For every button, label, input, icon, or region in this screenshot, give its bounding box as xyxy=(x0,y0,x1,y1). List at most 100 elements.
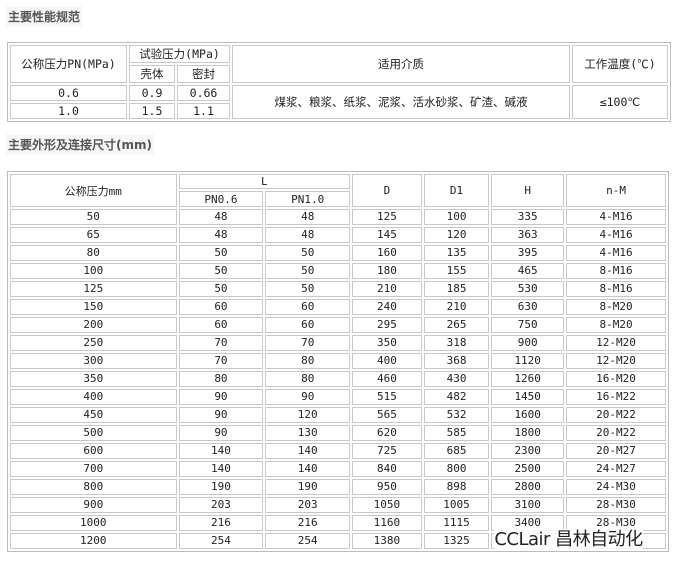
table-row: 0.6 0.9 0.66 煤浆、粮浆、纸浆、泥浆、活水砂浆、矿渣、碱液 ≤100… xyxy=(10,85,668,119)
cell-l-pn10: 80 xyxy=(265,371,351,387)
cell-l-pn10: 130 xyxy=(265,425,351,441)
header-nM: n-M xyxy=(566,174,666,207)
cell-l-pn10: 60 xyxy=(265,299,351,315)
cell-n-m: 16-M22 xyxy=(566,389,666,405)
cell-d1: 368 xyxy=(423,353,490,369)
cell-d: 350 xyxy=(352,335,422,351)
cell-h: 3100 xyxy=(491,497,565,513)
cell-n-m: 28-M30 xyxy=(566,497,666,513)
cell-d1: 585 xyxy=(423,425,490,441)
cell-medium: 煤浆、粮浆、纸浆、泥浆、活水砂浆、矿渣、碱液 xyxy=(232,85,570,119)
cell-l-pn06: 60 xyxy=(178,317,264,333)
cell-d: 160 xyxy=(352,245,422,261)
cell-dn: 450 xyxy=(10,407,177,423)
cell-h: 750 xyxy=(491,317,565,333)
cell-l-pn10: 60 xyxy=(265,317,351,333)
cell-l-pn06: 90 xyxy=(178,425,264,441)
cell-d1: 482 xyxy=(423,389,490,405)
cell-n-m: 8-M20 xyxy=(566,299,666,315)
cell-n-m: 12-M20 xyxy=(566,335,666,351)
cell-dn: 250 xyxy=(10,335,177,351)
cell-h: 335 xyxy=(491,209,565,225)
header-L: L xyxy=(178,174,351,189)
dimensions-table: 公称压力mm L D D1 H n-M PN0.6 PN1.0 50 48 48 12… xyxy=(7,171,669,552)
dimensions-title: 主要外形及连接尺寸(mm) xyxy=(6,134,154,155)
header-test-pressure: 试验压力(MPa) xyxy=(129,45,230,63)
cell-l-pn06: 254 xyxy=(178,533,264,549)
cell-l-pn10: 48 xyxy=(265,227,351,243)
table-row: 300 70 80 400 368 1120 12-M20 xyxy=(10,353,666,369)
header-temp: 工作温度(℃) xyxy=(572,45,668,83)
cell-l-pn10: 216 xyxy=(265,515,351,531)
cell-n-m: 24-M30 xyxy=(566,479,666,495)
cell-d: 240 xyxy=(352,299,422,315)
cell-l-pn06: 216 xyxy=(178,515,264,531)
cell-dn: 800 xyxy=(10,479,177,495)
cell-l-pn10: 50 xyxy=(265,281,351,297)
spec-title: 主要性能规范 xyxy=(6,6,83,27)
cell-l-pn06: 48 xyxy=(178,209,264,225)
cell-n-m: 8-M16 xyxy=(566,263,666,279)
cell-l-pn06: 70 xyxy=(178,353,264,369)
header-D: D xyxy=(352,174,422,207)
cell-n-m: 4-M16 xyxy=(566,245,666,261)
cell-l-pn10: 50 xyxy=(265,263,351,279)
cell-temp: ≤100℃ xyxy=(572,85,668,119)
cell-n-m: 16-M20 xyxy=(566,371,666,387)
cell-d: 1050 xyxy=(352,497,422,513)
cell-n-m: 8-M20 xyxy=(566,317,666,333)
cell-l-pn06: 90 xyxy=(178,389,264,405)
cell-h: 2300 xyxy=(491,443,565,459)
cell-d: 515 xyxy=(352,389,422,405)
cell-h: 630 xyxy=(491,299,565,315)
header-pn: 公称压力PN(MPa) xyxy=(10,45,127,83)
cell-n-m: 8-M16 xyxy=(566,281,666,297)
cell-dn: 700 xyxy=(10,461,177,477)
table-row: 1200 254 254 1380 1325 CCLair 昌林自动化 xyxy=(10,529,666,551)
cell-n-m: 20-M22 xyxy=(566,407,666,423)
header-medium: 适用介质 xyxy=(232,45,570,83)
table-row: 450 90 120 565 532 1600 20-M22 xyxy=(10,407,666,423)
cell-d1: 155 xyxy=(423,263,490,279)
table-row: 1.0 1.5 1.1 xyxy=(10,103,668,119)
cell-l-pn10: 190 xyxy=(265,479,351,495)
cell-l-pn10: 140 xyxy=(265,461,351,477)
cell-h: 1600 xyxy=(491,407,565,423)
header-dn: 公称压力mm xyxy=(10,174,177,207)
table-row: 600 140 140 725 685 2300 20-M27 xyxy=(10,443,666,459)
cell-dn: 125 xyxy=(10,281,177,297)
cell-n-m: 20-M22 xyxy=(566,425,666,441)
cell-l-pn10: 70 xyxy=(265,335,351,351)
cell-h: 2800 xyxy=(491,479,565,495)
cell-l-pn10: 80 xyxy=(265,353,351,369)
cell-d: 400 xyxy=(352,353,422,369)
cell-d1: 135 xyxy=(423,245,490,261)
header-seal: 密封 xyxy=(177,65,230,83)
cell-d1: 120 xyxy=(423,227,490,243)
cell-n-m: 4-M16 xyxy=(566,209,666,225)
cell-dn: 300 xyxy=(10,353,177,369)
cell-n-m: 12-M20 xyxy=(566,353,666,369)
table-row: 900 203 203 1050 1005 3100 28-M30 xyxy=(10,497,666,513)
table-row: 100 50 50 180 155 465 8-M16 xyxy=(10,263,666,279)
table-row: 200 60 60 295 265 750 8-M20 xyxy=(10,317,666,333)
cell-l-pn06: 140 xyxy=(178,443,264,459)
cell-l-pn10: 254 xyxy=(265,533,351,549)
cell-d: 840 xyxy=(352,461,422,477)
cell-l-pn06: 50 xyxy=(178,245,264,261)
cell-seal: 1.1 xyxy=(177,103,230,119)
cell-d1: 685 xyxy=(423,443,490,459)
cell-dn: 400 xyxy=(10,389,177,405)
cell-pn: 1.0 xyxy=(10,103,127,119)
cell-dn: 200 xyxy=(10,317,177,333)
cell-d1: 532 xyxy=(423,407,490,423)
cell-d: 620 xyxy=(352,425,422,441)
cell-h: 530 xyxy=(491,281,565,297)
cell-d: 1380 xyxy=(352,533,422,549)
performance-table: 公称压力PN(MPa) 试验压力(MPa) 适用介质 工作温度(℃) 壳体 密封… xyxy=(7,42,671,122)
cell-shell: 1.5 xyxy=(129,103,175,119)
cell-pn: 0.6 xyxy=(10,85,127,101)
cell-dn: 600 xyxy=(10,443,177,459)
table-row: 50 48 48 125 100 335 4-M16 xyxy=(10,209,666,225)
cell-dn: 1000 xyxy=(10,515,177,531)
